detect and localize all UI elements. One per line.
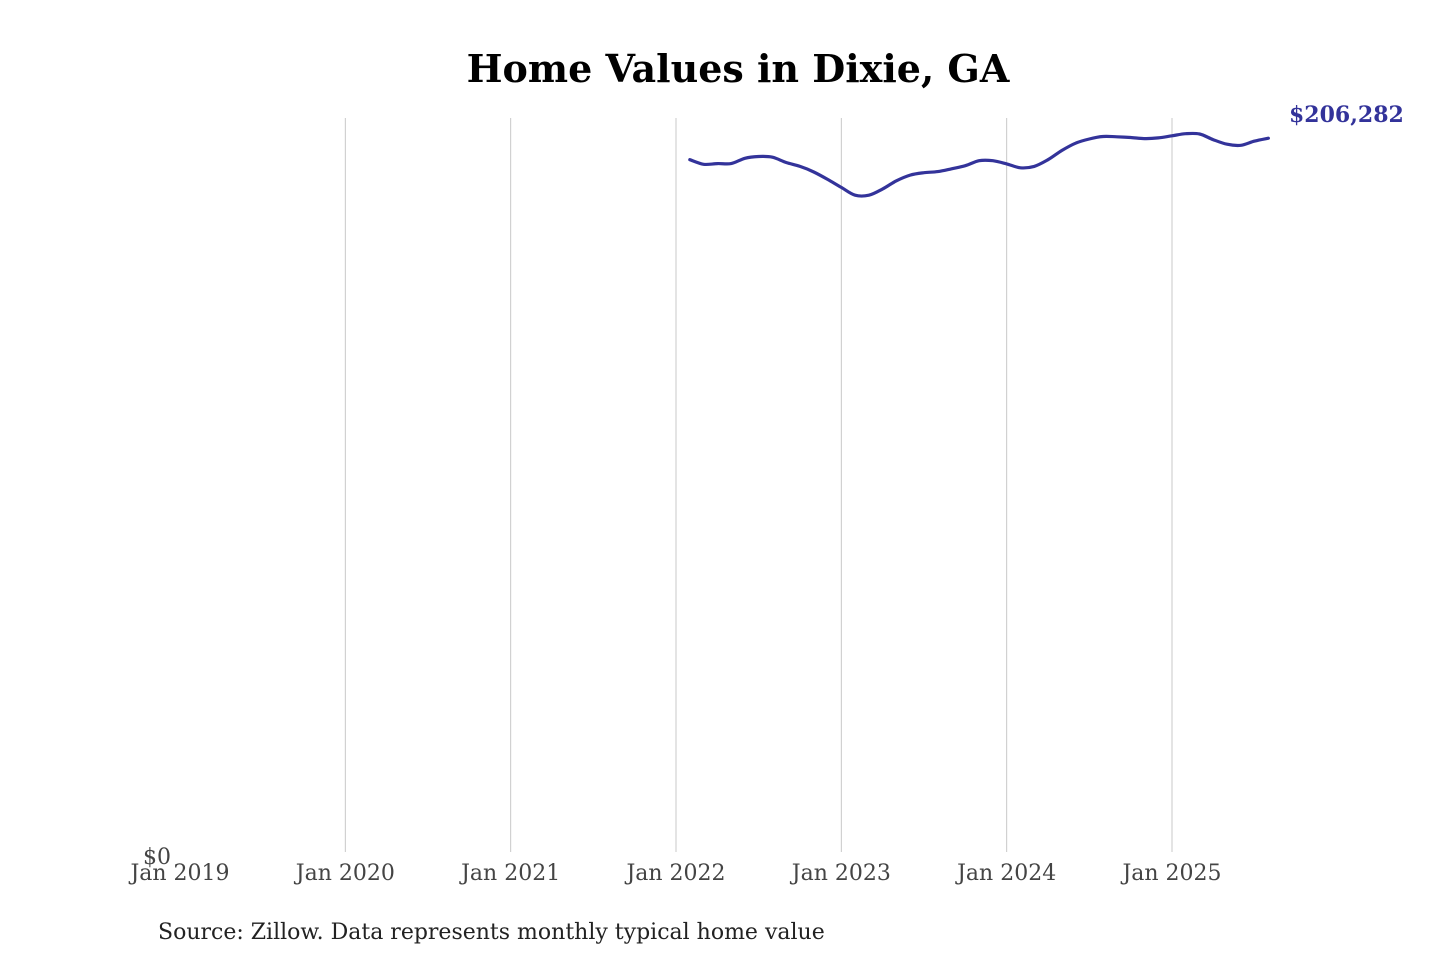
- chart-title: Home Values in Dixie, GA: [467, 46, 1010, 91]
- grid-lines: [344, 118, 1173, 852]
- x-tick-label: Jan 2020: [294, 861, 395, 886]
- x-tick-label: Jan 2024: [955, 861, 1056, 886]
- end-value-label: $206,282: [1289, 102, 1404, 128]
- x-tick-label: Jan 2022: [624, 861, 725, 886]
- x-tick-label: Jan 2023: [790, 861, 891, 886]
- series-line: [688, 131, 1270, 198]
- series-layer: [688, 131, 1270, 198]
- x-tick-label: Jan 2025: [1120, 861, 1221, 886]
- source-note: Source: Zillow. Data represents monthly …: [158, 920, 825, 945]
- x-tick-label: Jan 2021: [459, 861, 560, 886]
- axis-labels: Jan 2019 Jan 2020 Jan 2021 Jan 2022 Jan 2023…: [128, 845, 1221, 886]
- x-tick-label: Jan 2019: [128, 861, 229, 886]
- y-tick-label: $0: [143, 845, 171, 870]
